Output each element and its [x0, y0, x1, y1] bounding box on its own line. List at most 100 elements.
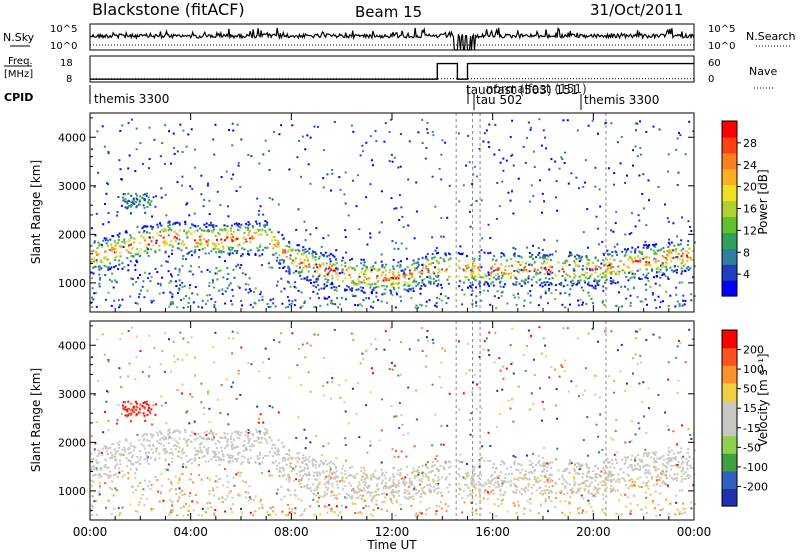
velocity-echo [623, 477, 625, 480]
power-echo [96, 247, 99, 250]
power-echo [96, 253, 98, 256]
velocity-echo [635, 468, 638, 470]
velocity-echo [304, 463, 307, 466]
power-echo [497, 297, 500, 299]
velocity-echo [317, 492, 320, 495]
power-echo [444, 254, 447, 257]
power-echo [232, 129, 235, 132]
velocity-echo [524, 473, 527, 476]
power-echo [327, 279, 330, 281]
power-echo [636, 296, 639, 299]
velocity-echo [277, 449, 280, 452]
power-echo [650, 248, 653, 251]
velocity-echo [220, 384, 223, 387]
velocity-echo [523, 507, 526, 510]
power-echo [544, 277, 547, 280]
velocity-echo [393, 415, 396, 418]
power-echo [257, 249, 259, 252]
power-echo [150, 200, 153, 203]
velocity-echo [631, 454, 634, 457]
power-echo [625, 251, 628, 254]
velocity-echo [131, 486, 134, 489]
power-echo [314, 251, 317, 254]
velocity-echo [550, 490, 553, 493]
velocity-echo [489, 490, 492, 493]
power-echo [171, 249, 174, 252]
power-echo [324, 269, 326, 272]
velocity-echo [185, 466, 187, 469]
velocity-echo [95, 420, 98, 423]
power-echo [344, 171, 347, 174]
velocity-echo [591, 492, 594, 495]
power-echo [138, 203, 141, 206]
velocity-echo [677, 461, 680, 463]
velocity-echo [517, 500, 520, 503]
velocity-echo [389, 477, 392, 479]
velocity-echo [312, 474, 315, 477]
velocity-echo [132, 491, 135, 494]
power-echo [212, 230, 215, 233]
power-echo [162, 291, 165, 294]
power-echo [629, 304, 632, 307]
power-echo [119, 304, 122, 307]
velocity-echo [529, 509, 532, 512]
velocity-echo [665, 461, 668, 464]
velocity-echo [610, 475, 613, 478]
velocity-echo [148, 444, 151, 447]
power-echo [677, 171, 680, 174]
velocity-echo [419, 495, 422, 498]
velocity-echo [668, 457, 671, 460]
velocity-echo [621, 458, 624, 461]
power-echo [528, 200, 531, 203]
power-echo [171, 295, 174, 298]
velocity-echo [587, 499, 590, 502]
power-echo [191, 187, 194, 190]
power-echo [101, 245, 104, 248]
velocity-echo [136, 433, 139, 436]
velocity-echo [631, 420, 633, 423]
power-echo [471, 183, 474, 185]
velocity-echo [159, 492, 162, 495]
velocity-echo [232, 443, 235, 446]
power-echo [104, 251, 107, 254]
power-echo [436, 296, 438, 299]
power-echo [464, 269, 467, 272]
velocity-echo [597, 488, 600, 491]
velocity-echo [603, 469, 606, 471]
velocity-echo [105, 506, 107, 509]
velocity-echo [261, 506, 264, 509]
velocity-echo [178, 446, 181, 449]
power-echo [304, 265, 307, 267]
velocity-echo [424, 492, 427, 495]
velocity-echo [546, 469, 549, 472]
power-echo [383, 277, 386, 279]
velocity-echo [327, 475, 330, 478]
power-echo [282, 251, 285, 254]
velocity-echo [561, 511, 564, 514]
power-echo [174, 240, 177, 243]
power-echo [554, 289, 557, 291]
power-echo [444, 295, 447, 298]
power-echo [436, 276, 439, 278]
power-echo [249, 249, 252, 252]
power-echo [478, 251, 481, 253]
power-echo [277, 203, 280, 206]
power-echo [147, 243, 150, 246]
power-echo [584, 276, 587, 279]
power-echo [667, 170, 670, 173]
power-echo [524, 269, 527, 272]
power-echo [194, 224, 197, 227]
power-echo [240, 138, 243, 141]
power-echo [597, 284, 600, 286]
velocity-echo [190, 462, 193, 465]
power-echo [181, 265, 184, 268]
power-echo [572, 267, 575, 270]
velocity-echo [548, 481, 551, 484]
power-echo [135, 281, 138, 283]
velocity-echo [376, 483, 379, 486]
power-echo [586, 246, 589, 249]
velocity-echo [219, 436, 222, 439]
velocity-echo [208, 407, 211, 410]
power-echo [173, 222, 176, 225]
power-echo [547, 302, 549, 305]
